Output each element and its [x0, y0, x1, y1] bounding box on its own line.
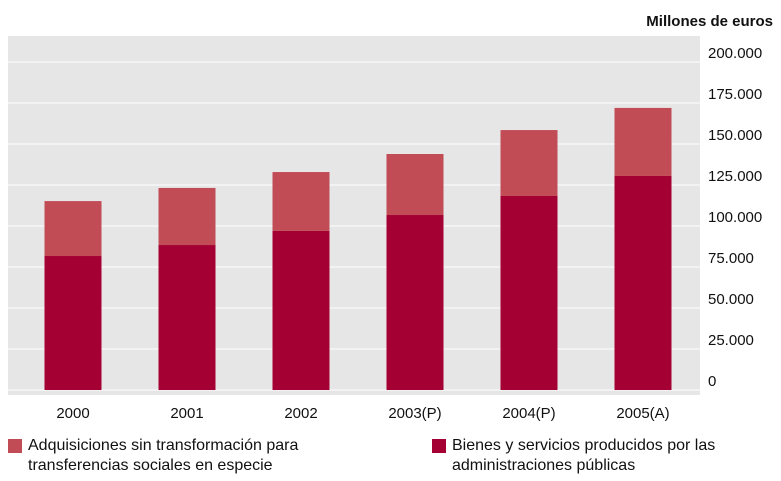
bar-segment: [158, 245, 216, 390]
y-tick-label: 200.000: [708, 45, 762, 62]
y-tick-label: 175.000: [708, 86, 762, 103]
legend-label: Adquisiciones sin transformación para tr…: [28, 437, 299, 474]
y-tick-label: 0: [708, 373, 716, 390]
bar-segment: [386, 215, 444, 390]
y-tick-label: 50.000: [708, 291, 754, 308]
x-tick-label: 2005(A): [616, 405, 669, 422]
bar-segment: [272, 230, 330, 390]
bar-segment: [500, 130, 558, 196]
bar-segment: [272, 172, 330, 231]
legend-item: Bienes y servicios producidos por las ad…: [432, 436, 772, 476]
plot-background: [8, 36, 700, 395]
x-tick-label: 2000: [56, 405, 89, 422]
x-tick-label: 2003(P): [388, 405, 441, 422]
y-tick-label: 25.000: [708, 332, 754, 349]
legend-swatch: [432, 439, 446, 453]
y-tick-label: 125.000: [708, 168, 762, 185]
bar-segment: [158, 187, 216, 246]
x-tick-label: 2004(P): [502, 405, 555, 422]
legend-swatch: [8, 439, 22, 453]
bar-segment: [614, 107, 672, 176]
legend-label: Bienes y servicios producidos por las ad…: [452, 437, 716, 474]
legend-item: Adquisiciones sin transformación para tr…: [8, 436, 378, 476]
x-tick-label: 2001: [170, 405, 203, 422]
bar-segment: [614, 175, 672, 390]
y-axis-label: Millones de euros: [646, 13, 773, 30]
y-tick-label: 150.000: [708, 127, 762, 144]
bar-segment: [386, 154, 444, 216]
bar-segment: [44, 201, 102, 257]
y-tick-label: 100.000: [708, 209, 762, 226]
bar-segment: [44, 256, 102, 390]
x-tick-label: 2002: [284, 405, 317, 422]
y-tick-label: 75.000: [708, 250, 754, 267]
bar-segment: [500, 195, 558, 390]
